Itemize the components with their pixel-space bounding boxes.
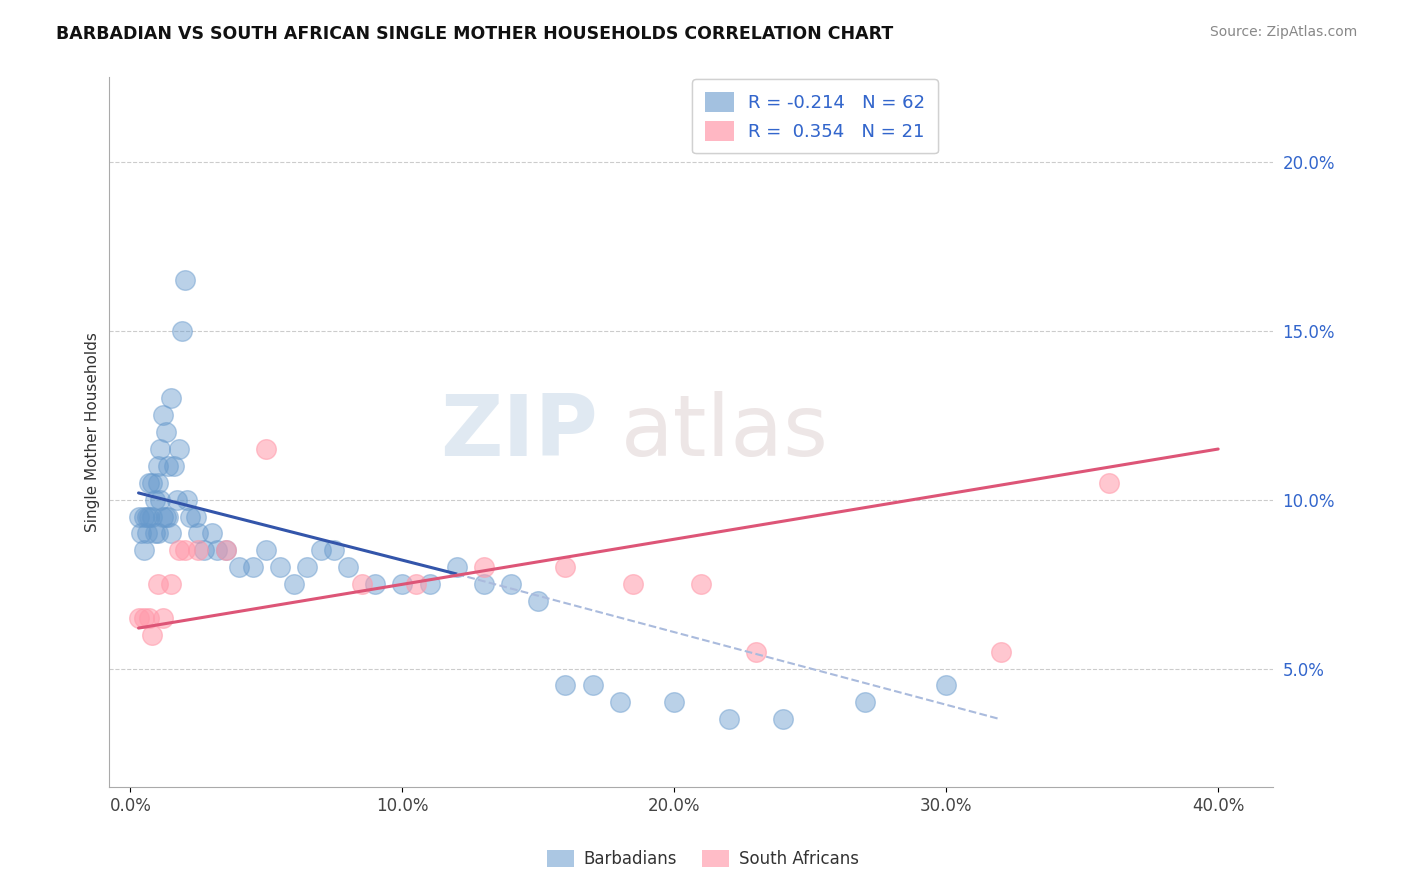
- Point: [187, 543, 209, 558]
- Point: [146, 458, 169, 473]
- Point: [135, 526, 157, 541]
- Point: [717, 712, 740, 726]
- Point: [609, 695, 631, 709]
- Point: [283, 577, 305, 591]
- Point: [201, 526, 224, 541]
- Point: [173, 543, 195, 558]
- Point: [128, 611, 150, 625]
- Point: [128, 509, 150, 524]
- Point: [853, 695, 876, 709]
- Point: [254, 442, 277, 456]
- Point: [554, 678, 576, 692]
- Point: [155, 425, 177, 439]
- Point: [160, 526, 183, 541]
- Point: [214, 543, 236, 558]
- Point: [146, 577, 169, 591]
- Legend: Barbadians, South Africans: Barbadians, South Africans: [540, 843, 866, 875]
- Point: [152, 509, 174, 524]
- Y-axis label: Single Mother Households: Single Mother Households: [86, 332, 100, 532]
- Point: [214, 543, 236, 558]
- Point: [242, 560, 264, 574]
- Point: [193, 543, 215, 558]
- Point: [138, 475, 160, 490]
- Point: [391, 577, 413, 591]
- Point: [152, 409, 174, 423]
- Point: [309, 543, 332, 558]
- Point: [364, 577, 387, 591]
- Point: [173, 273, 195, 287]
- Point: [501, 577, 523, 591]
- Point: [527, 594, 550, 608]
- Point: [160, 392, 183, 406]
- Legend: R = -0.214   N = 62, R =  0.354   N = 21: R = -0.214 N = 62, R = 0.354 N = 21: [692, 79, 938, 153]
- Point: [132, 543, 155, 558]
- Point: [166, 492, 188, 507]
- Point: [155, 509, 177, 524]
- Point: [472, 577, 495, 591]
- Point: [690, 577, 713, 591]
- Point: [141, 628, 163, 642]
- Point: [138, 611, 160, 625]
- Point: [160, 577, 183, 591]
- Point: [935, 678, 957, 692]
- Point: [405, 577, 427, 591]
- Point: [187, 526, 209, 541]
- Point: [472, 560, 495, 574]
- Text: Source: ZipAtlas.com: Source: ZipAtlas.com: [1209, 25, 1357, 39]
- Point: [152, 611, 174, 625]
- Point: [157, 509, 180, 524]
- Point: [772, 712, 794, 726]
- Text: ZIP: ZIP: [440, 391, 598, 474]
- Point: [664, 695, 686, 709]
- Point: [146, 526, 169, 541]
- Point: [141, 475, 163, 490]
- Point: [149, 492, 172, 507]
- Point: [143, 526, 166, 541]
- Point: [554, 560, 576, 574]
- Text: atlas: atlas: [621, 391, 828, 474]
- Point: [157, 458, 180, 473]
- Point: [1098, 475, 1121, 490]
- Point: [254, 543, 277, 558]
- Point: [295, 560, 318, 574]
- Point: [179, 509, 201, 524]
- Point: [163, 458, 186, 473]
- Point: [184, 509, 207, 524]
- Point: [446, 560, 468, 574]
- Point: [135, 509, 157, 524]
- Point: [149, 442, 172, 456]
- Point: [336, 560, 359, 574]
- Point: [129, 526, 152, 541]
- Point: [990, 645, 1012, 659]
- Point: [141, 509, 163, 524]
- Point: [418, 577, 440, 591]
- Point: [138, 509, 160, 524]
- Point: [228, 560, 250, 574]
- Point: [623, 577, 645, 591]
- Point: [582, 678, 605, 692]
- Point: [169, 543, 191, 558]
- Point: [146, 475, 169, 490]
- Point: [350, 577, 373, 591]
- Point: [132, 509, 155, 524]
- Point: [176, 492, 198, 507]
- Point: [169, 442, 191, 456]
- Point: [207, 543, 229, 558]
- Point: [269, 560, 291, 574]
- Point: [170, 324, 193, 338]
- Text: BARBADIAN VS SOUTH AFRICAN SINGLE MOTHER HOUSEHOLDS CORRELATION CHART: BARBADIAN VS SOUTH AFRICAN SINGLE MOTHER…: [56, 25, 893, 43]
- Point: [143, 492, 166, 507]
- Point: [323, 543, 346, 558]
- Point: [745, 645, 768, 659]
- Point: [132, 611, 155, 625]
